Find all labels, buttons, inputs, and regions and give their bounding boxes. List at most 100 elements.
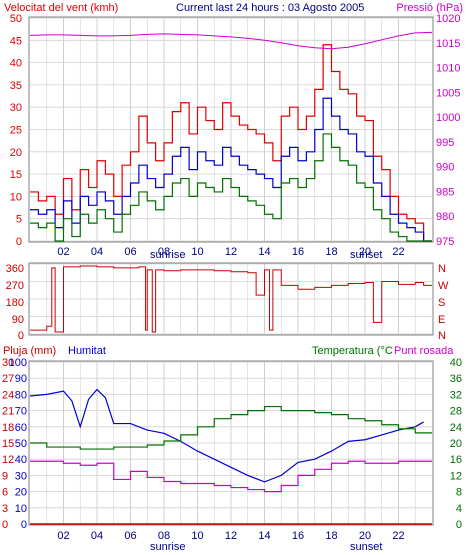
wind-y-tick-label: 10 — [10, 191, 22, 203]
hour-tick-label-top: 18 — [325, 246, 337, 258]
pressure-y-tick-label: 1015 — [436, 38, 460, 50]
pressure-title: Pressió (hPa) — [396, 2, 463, 14]
wind-y-tick-label: 20 — [10, 147, 22, 159]
humidity-y-tick-label: 100 — [9, 357, 27, 369]
hour-tick-label-top: 16 — [292, 246, 304, 258]
dir-compass-n-bottom: N — [438, 330, 446, 342]
wind-y-tick-label: 25 — [10, 125, 22, 137]
temperature-y-tick-label: 20 — [450, 438, 462, 450]
wind-y-tick-label: 35 — [10, 80, 22, 92]
hour-tick-label-bottom: 10 — [191, 530, 203, 542]
dir-compass-s: S — [438, 297, 445, 309]
rain-y-tick-label: 24 — [2, 389, 14, 401]
rain-y-tick-label: 18 — [2, 422, 14, 434]
wind-y-tick-label: 0 — [16, 236, 22, 248]
hour-tick-label-bottom: 08 — [158, 530, 170, 542]
wind-y-tick-label: 30 — [10, 102, 22, 114]
wind-gust-series — [30, 44, 432, 242]
hour-tick-label-top: 10 — [191, 246, 203, 258]
current-date-title: Current last 24 hours : 03 Agosto 2005 — [176, 2, 364, 14]
humidity-y-tick-label: 10 — [15, 503, 27, 515]
temperature-y-tick-label: 12 — [450, 470, 462, 482]
wind-direction-series — [30, 265, 432, 333]
temperature-series — [30, 405, 432, 450]
dewpoint-series — [30, 460, 432, 493]
humidity-y-tick-label: 50 — [15, 438, 27, 450]
hour-tick-label-top: 22 — [392, 246, 404, 258]
hour-tick-label-top: 04 — [91, 246, 103, 258]
hour-tick-label-top: 02 — [57, 246, 69, 258]
hour-tick-label-bottom: 16 — [292, 530, 304, 542]
dir-tick-270: 270 — [6, 280, 24, 292]
temperature-y-tick-label: 32 — [450, 389, 462, 401]
pressure-y-tick-label: 1010 — [436, 63, 460, 75]
rain-y-tick-label: 3 — [2, 503, 8, 515]
rain-y-tick-label: 30 — [2, 357, 14, 369]
hour-tick-label-top: 20 — [359, 246, 371, 258]
dir-compass-e: E — [438, 314, 445, 326]
wind-y-tick-label: 50 — [10, 13, 22, 25]
hour-tick-label-bottom: 04 — [91, 530, 103, 542]
wind-y-tick-label: 40 — [10, 58, 22, 70]
temperature-y-tick-label: 28 — [450, 406, 462, 418]
hour-tick-label-bottom: 22 — [392, 530, 404, 542]
temperature-y-tick-label: 24 — [450, 422, 462, 434]
temperature-y-tick-label: 16 — [450, 454, 462, 466]
wind-average-series — [30, 97, 432, 242]
temperature-y-tick-label: 4 — [456, 503, 462, 515]
rain-y-tick-label: 27 — [2, 373, 14, 385]
pressure-series — [29, 31, 433, 50]
dir-tick-90: 90 — [12, 314, 24, 326]
pressure-y-tick-label: 995 — [436, 137, 454, 149]
data-series — [29, 31, 433, 525]
wind-y-tick-label: 45 — [10, 35, 22, 47]
rain-y-tick-label: 12 — [2, 454, 14, 466]
hour-tick-label-top: 06 — [124, 246, 136, 258]
humidity-y-tick-label: 0 — [21, 519, 27, 531]
hour-tick-label-bottom: 02 — [57, 530, 69, 542]
grid-lines — [30, 17, 432, 525]
sunset-label-top: sunset — [350, 249, 382, 261]
pressure-y-tick-label: 980 — [436, 211, 454, 223]
sunset-label-bottom: sunset — [350, 541, 382, 553]
humidity-y-tick-label: 70 — [15, 406, 27, 418]
sunrise-label-top: sunrise — [150, 249, 185, 261]
humidity-y-tick-label: 80 — [15, 389, 27, 401]
temperature-y-tick-label: 36 — [450, 373, 462, 385]
hour-tick-label-top: 12 — [225, 246, 237, 258]
humidity-y-tick-label: 60 — [15, 422, 27, 434]
pressure-y-tick-label: 1005 — [436, 87, 460, 99]
wind-title: Velocitat del vent (kmh) — [4, 2, 118, 14]
humidity-y-tick-label: 30 — [15, 470, 27, 482]
sunrise-label-bottom: sunrise — [150, 541, 185, 553]
axis-ticks: 0202040406060808101012121414161618182020… — [2, 13, 462, 542]
pressure-y-tick-label: 1020 — [436, 13, 460, 25]
pressure-y-tick-label: 985 — [436, 186, 454, 198]
rain-title: Pluja (mm) — [3, 345, 56, 357]
temperature-y-tick-label: 8 — [456, 487, 462, 499]
dir-tick-180: 180 — [6, 297, 24, 309]
hour-tick-label-bottom: 20 — [359, 530, 371, 542]
wind-y-tick-label: 15 — [10, 169, 22, 181]
temperature-y-tick-label: 40 — [450, 357, 462, 369]
temperature-title: Temperatura (°C — [312, 345, 393, 357]
pressure-y-tick-label: 990 — [436, 162, 454, 174]
dir-tick-0: 0 — [18, 330, 24, 342]
rain-y-tick-label: 21 — [2, 406, 14, 418]
hour-tick-label-bottom: 18 — [325, 530, 337, 542]
humidity-title: Humitat — [68, 345, 106, 357]
humidity-series — [29, 388, 424, 483]
hour-tick-label-top: 14 — [258, 246, 270, 258]
hour-tick-label-bottom: 06 — [124, 530, 136, 542]
rain-y-tick-label: 9 — [2, 470, 8, 482]
rain-y-tick-label: 15 — [2, 438, 14, 450]
hour-tick-label-bottom: 14 — [258, 530, 270, 542]
dir-compass-n-top: N — [438, 263, 446, 275]
pressure-y-tick-label: 1000 — [436, 112, 460, 124]
wind-minimum-series — [30, 133, 432, 242]
dewpoint-title: Punt rosada — [394, 345, 454, 357]
hour-tick-label-top: 08 — [158, 246, 170, 258]
pressure-y-tick-label: 975 — [436, 236, 454, 248]
